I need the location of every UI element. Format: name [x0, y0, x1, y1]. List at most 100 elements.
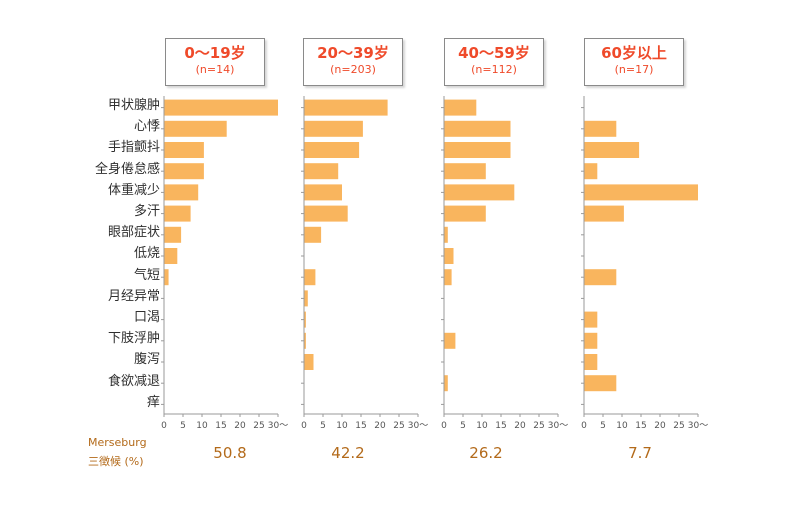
category-label: 多汗 [133, 204, 160, 219]
merseburg-value-0-19: 50.8 [213, 444, 247, 462]
category-label: 气短 [133, 267, 160, 283]
panel-header-3: 60岁以上 (n=17) [584, 38, 684, 86]
panel-header-1: 20～39岁 (n=203) [303, 38, 403, 86]
merseburg-label-line1: Merseburg [88, 436, 147, 449]
panel-sample-size-2: (n=112) [471, 63, 517, 76]
bar [304, 184, 342, 201]
bar [164, 226, 182, 243]
bar [304, 163, 339, 180]
bar [304, 99, 388, 116]
bar [444, 163, 486, 180]
category-label: 体重减少 [107, 182, 160, 198]
bar [304, 311, 306, 328]
bar [304, 290, 308, 307]
category-label: 低烧 [133, 246, 160, 262]
bar [164, 142, 204, 158]
x-tick-label: 0 [301, 421, 307, 431]
bar [444, 226, 448, 243]
bar [444, 142, 511, 158]
bar [584, 120, 617, 137]
x-tick-label: 5 [460, 421, 466, 431]
x-tick-label: 0 [581, 421, 587, 431]
panel-header-0: 0～19岁 (n=14) [165, 38, 265, 86]
x-tick-label: 15 [495, 421, 506, 431]
x-tick-label: 30〜 [548, 421, 568, 431]
x-tick-label: 25 [253, 421, 264, 431]
panel-sample-size-3: (n=17) [614, 63, 654, 76]
x-tick-label: 5 [600, 421, 606, 431]
panel-sample-size-0: (n=14) [195, 63, 235, 76]
x-tick-label: 5 [320, 421, 326, 431]
panel-0: 0 5 10 15 20 25 30〜 [161, 96, 288, 431]
x-tick-label: 20 [234, 421, 246, 431]
x-tick-label: 5 [180, 421, 186, 431]
x-tick-label: 30〜 [408, 421, 428, 431]
bar [164, 163, 204, 180]
x-tick-label: 25 [673, 421, 684, 431]
bar [584, 163, 598, 180]
bar [164, 205, 191, 222]
panel-3: 0 5 10 15 20 25 30〜 [581, 96, 708, 431]
merseburg-value-60-plus: 7.7 [628, 444, 652, 462]
x-tick-label: 10 [336, 421, 348, 431]
x-tick-label: 30〜 [268, 421, 288, 431]
panel-title-3: 60岁以上 [601, 44, 667, 62]
panel-title-1: 20～39岁 [317, 44, 389, 62]
bar [444, 269, 452, 286]
x-tick-label: 0 [161, 421, 167, 431]
bar [584, 332, 598, 349]
bar [164, 120, 227, 137]
merseburg-value-20-39: 42.2 [331, 444, 365, 462]
category-label: 痒 [146, 394, 160, 410]
bar [164, 269, 169, 286]
bar [304, 226, 322, 243]
bar [584, 375, 617, 392]
category-label: 食欲减退 [107, 373, 160, 389]
x-tick-label: 15 [355, 421, 366, 431]
bar [444, 184, 515, 201]
panel-1: 0 5 10 15 20 25 30〜 [301, 96, 428, 431]
x-tick-label: 10 [196, 421, 208, 431]
x-tick-label: 20 [654, 421, 666, 431]
bar [164, 248, 178, 264]
bar [164, 184, 199, 201]
x-tick-label: 20 [374, 421, 386, 431]
bar [444, 120, 511, 137]
x-tick-label: 10 [616, 421, 628, 431]
bar [444, 99, 477, 116]
x-tick-label: 15 [635, 421, 646, 431]
bar [584, 142, 640, 158]
panel-title-2: 40～59岁 [458, 44, 530, 62]
x-tick-label: 25 [393, 421, 404, 431]
x-tick-label: 25 [533, 421, 544, 431]
category-label: 下肢浮肿 [107, 331, 160, 347]
bar [304, 269, 316, 286]
x-tick-label: 20 [514, 421, 526, 431]
x-tick-label: 30〜 [688, 421, 708, 431]
bar [444, 248, 454, 264]
bar [164, 99, 278, 116]
panel-header-2: 40～59岁 (n=112) [444, 38, 544, 86]
panel-title-0: 0～19岁 [184, 44, 246, 62]
bar [444, 205, 486, 222]
category-label: 全身倦怠感 [94, 161, 160, 177]
bar [304, 354, 314, 370]
bar [584, 184, 698, 201]
bar [444, 332, 456, 349]
bar [304, 120, 363, 137]
panel-2: 0 5 10 15 20 25 30〜 [441, 96, 568, 431]
category-label: 眼部症状 [107, 225, 160, 241]
bar [304, 332, 306, 349]
bar [444, 375, 448, 392]
x-tick-label: 10 [476, 421, 488, 431]
x-tick-label: 0 [441, 421, 447, 431]
merseburg-value-40-59: 26.2 [469, 444, 503, 462]
bar [584, 311, 598, 328]
category-label: 腹泻 [133, 352, 160, 368]
category-label: 月经异常 [107, 288, 160, 304]
bar [584, 354, 598, 370]
bar [304, 205, 348, 222]
merseburg-label-line2: 三徴候 (%) [88, 455, 144, 468]
